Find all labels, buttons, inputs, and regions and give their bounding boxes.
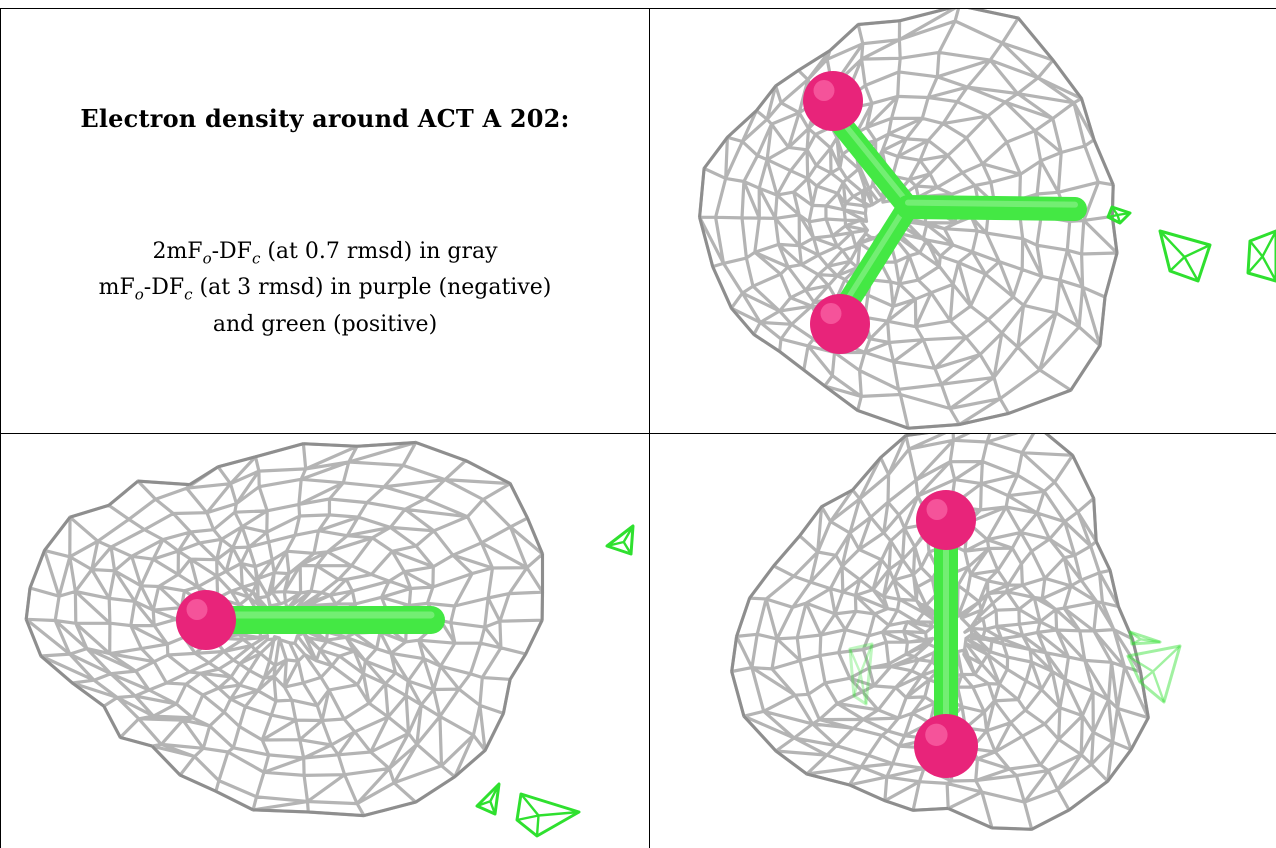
positive-density-br-2-facets [1127,645,1181,703]
gray-mesh-tr-outline [698,9,1119,430]
density-mesh-tr [698,9,1276,430]
table-border-left [0,8,1,848]
positive-density-tr-1-facets [1107,206,1131,224]
positive-density-br-3-facets [848,643,874,705]
density-view-bottom-right [650,434,1276,848]
positive-density-br-2 [1126,644,1182,704]
oxygen-atom-bottom-shine [925,723,948,746]
oxygen-atom-lower-shine [820,303,842,324]
caption-line-positive: and green (positive) [212,311,438,337]
oxygen-atom-bottom [914,714,978,778]
positive-density-tr-2-facets [1159,230,1211,282]
oxygen-atom-lower [810,294,870,354]
oxygen-atom-upper-shine [813,80,835,101]
caption-line-mfo-dfc: mFo-DFc (at 3 rmsd) in purple (negative) [98,275,552,304]
positive-density-br-1-facets [1129,631,1161,646]
table-divider-vertical [649,8,650,848]
density-mesh-bl [24,440,635,838]
positive-density-br-3 [848,642,874,706]
positive-density-br-1 [1128,630,1162,646]
oxygen-atom-top-shine [926,499,948,520]
gray-mesh-br-outline [730,434,1150,831]
positive-density-bl-2 [475,782,501,816]
oxygen-atom-top [916,490,976,550]
table-border-top [0,8,1276,9]
bond-c-o-lower-highlight [842,200,911,306]
oxygen-atom-bl [176,590,236,650]
positive-density-bl-2-facets [476,783,501,815]
density-mesh-br [730,434,1182,831]
table-divider-horizontal [0,433,1276,434]
caption-title: Electron density around ACT A 202: [80,104,570,133]
oxygen-atom-upper [803,71,863,131]
oxygen-atom-bl-shine [186,599,208,620]
density-view-top-right [650,9,1276,433]
gray-mesh-tr [698,9,1119,430]
bond-c-ch3 [896,195,1087,221]
bond-c-o-lower [834,196,919,318]
caption-description: 2mFo-DFc (at 0.7 rmsd) in gray mFo-DFc (… [1,237,649,339]
caption-cell: Electron density around ACT A 202: 2mFo-… [1,9,649,433]
bond-c-ch3-highlight [905,199,1078,208]
positive-density-tr-3-facets [1247,230,1276,282]
positive-density-bl-3-facets [516,793,580,837]
density-view-bottom-left [1,434,649,848]
positive-density-bl-1-facets [606,525,635,555]
positive-density-tr-3 [1246,229,1276,283]
gray-mesh-bl-outline [24,441,544,818]
caption-line-2mfo-dfc: 2mFo-DFc (at 0.7 rmsd) in gray [152,239,498,268]
positive-density-bl-1 [605,524,635,556]
gray-mesh-bl [24,440,545,818]
